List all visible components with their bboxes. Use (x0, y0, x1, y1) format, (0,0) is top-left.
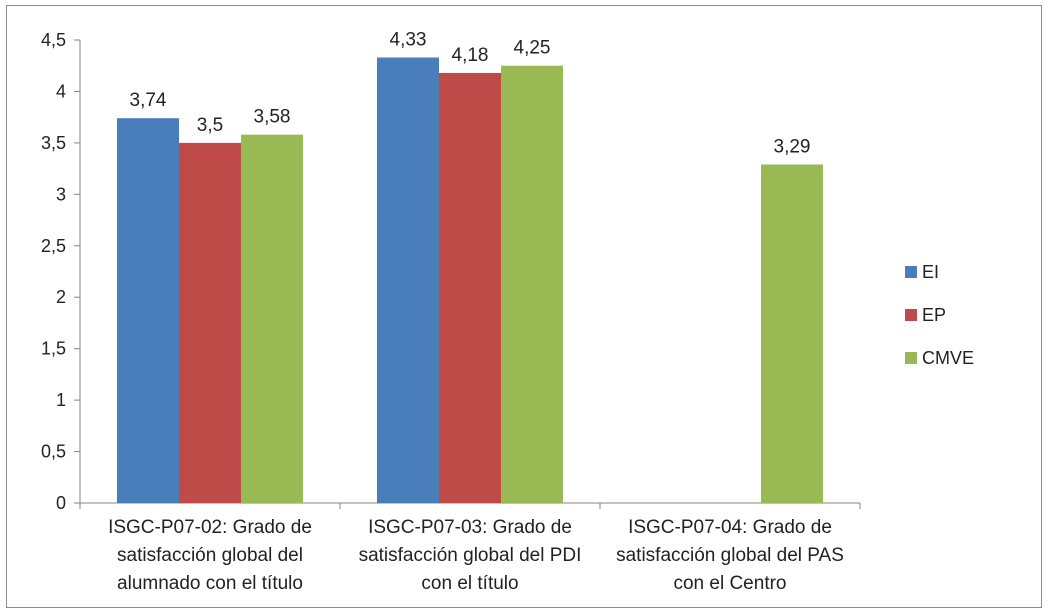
legend-label-ei: EI (922, 262, 939, 282)
bar-cmve (761, 164, 823, 504)
y-tick-label: 4 (56, 81, 66, 101)
axes: 0 0,5 1 1,5 2 2,5 3 3,5 4 4,5 ISGC-P07-02: Grado d… (41, 30, 861, 594)
y-tick-label: 1,5 (41, 339, 66, 359)
data-label: 3,29 (774, 136, 811, 157)
y-tick-label: 0,5 (41, 442, 66, 462)
legend-label-ep: EP (922, 305, 946, 325)
x-category-label: ISGC-P07-03: Grado de satisfacción global… (359, 517, 582, 594)
y-tick-label: 4,5 (41, 30, 66, 50)
bar-ei (117, 118, 179, 503)
data-label: 3,74 (130, 90, 167, 111)
data-label: 3,58 (254, 107, 291, 128)
bar-cmve (501, 65, 563, 503)
bar-ep (439, 72, 501, 504)
y-tick-label: 3,5 (41, 133, 66, 153)
x-category-label: ISGC-P07-04: Grado de satisfacción global… (616, 517, 844, 594)
bars (117, 57, 823, 504)
bar-cmve (241, 134, 303, 503)
bar-ep (179, 142, 241, 503)
data-labels: 3,74 3,5 3,58 4,33 4,18 4,25 3,29 (130, 29, 811, 157)
y-tick-label: 2,5 (41, 236, 66, 256)
legend-swatch-ei (905, 266, 917, 278)
y-tick-label: 3 (56, 184, 66, 204)
y-tick-label: 1 (56, 390, 66, 410)
data-label: 4,33 (390, 29, 427, 50)
y-tick-label: 0 (56, 493, 66, 513)
legend: EI EP CMVE (905, 262, 974, 368)
legend-swatch-cmve (905, 352, 917, 364)
x-category-label: ISGC-P07-02: Grado de satisfacción global… (108, 517, 312, 594)
bar-ei (377, 57, 439, 503)
data-label: 4,25 (514, 38, 551, 59)
data-label: 3,5 (197, 115, 223, 136)
data-label: 4,18 (452, 45, 489, 66)
y-tick-label: 2 (56, 287, 66, 307)
legend-swatch-ep (905, 309, 917, 321)
legend-label-cmve: CMVE (922, 348, 974, 368)
